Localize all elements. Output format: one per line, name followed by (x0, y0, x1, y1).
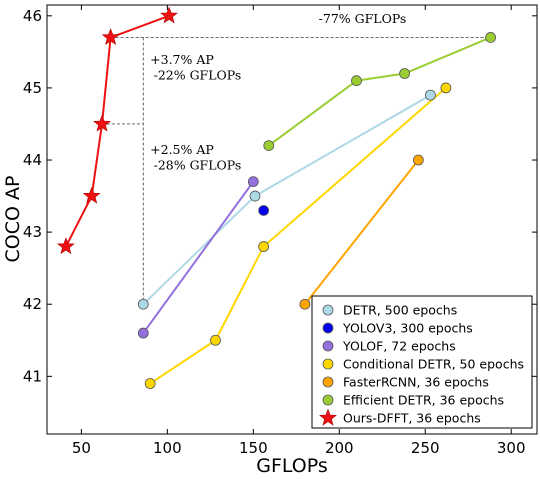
annotation-label: +3.7% AP (150, 52, 214, 67)
data-point (101, 28, 120, 46)
data-point (210, 334, 221, 346)
legend-label: DETR, 500 epochs (343, 303, 457, 318)
series-line (142, 181, 255, 334)
series-markers (57, 6, 496, 389)
data-point (137, 327, 149, 339)
legend-label: Conditional DETR, 50 epochs (343, 357, 524, 372)
legend-label: YOLOV3, 300 epochs (342, 321, 473, 336)
data-point (82, 186, 101, 204)
data-point (93, 114, 111, 132)
legend-box (311, 295, 533, 429)
legend-marker (322, 304, 334, 316)
legend-marker (322, 358, 334, 370)
data-point (57, 237, 75, 255)
x-tick-label: 250 (411, 439, 440, 457)
data-point (137, 298, 149, 310)
data-point (399, 68, 411, 79)
legend-label: Ours-DFFT, 36 epochs (343, 411, 481, 426)
data-point (412, 154, 424, 166)
data-point (299, 298, 311, 310)
series-line (149, 87, 447, 385)
legend-label: FasterRCNN, 36 epochs (343, 375, 489, 390)
data-point (425, 89, 436, 101)
y-tick-label: 45 (23, 79, 42, 97)
x-tick-label: 300 (497, 439, 526, 457)
data-point (263, 140, 275, 151)
annotation-label: -77% GFLOPs (319, 11, 407, 26)
annotation-label: -28% GFLOPs (154, 157, 242, 172)
y-tick-label: 44 (23, 151, 42, 169)
y-tick-label: 42 (23, 295, 42, 313)
y-tick-label: 41 (23, 367, 42, 385)
data-point (258, 241, 270, 252)
series-line (304, 159, 420, 305)
y-axis-title: COCO AP (2, 176, 24, 263)
x-tick-label: 200 (325, 439, 354, 457)
legend-label: YOLOF, 72 epochs (342, 339, 456, 354)
x-tick-label: 100 (153, 439, 182, 457)
data-point (351, 75, 362, 87)
x-tick-label: 50 (72, 439, 91, 457)
y-tick-label: 43 (23, 223, 42, 241)
x-axis-title: GFLOPs (256, 455, 328, 477)
legend-label: Efficient DETR, 36 epochs (343, 393, 504, 408)
annotation-label: +2.5% AP (150, 142, 214, 157)
data-point (247, 176, 259, 188)
annotation-label: -22% GFLOPs (154, 67, 242, 82)
series-line (268, 36, 491, 147)
legend-marker (322, 376, 334, 388)
data-point (160, 6, 178, 24)
data-point (144, 378, 156, 389)
reference-lines (102, 36, 491, 305)
annotations: -77% GFLOPs +3.7% AP-22% GFLOPs +2.5% AP-2… (150, 11, 406, 172)
legend-marker (319, 408, 337, 426)
x-tick-label: 150 (239, 439, 268, 457)
legend-marker (322, 322, 334, 334)
data-point (440, 82, 452, 94)
data-point (249, 190, 261, 202)
y-tick-label: 46 (23, 7, 42, 25)
legend-marker (322, 394, 334, 406)
data-point (485, 32, 496, 43)
axis-ticks: 50 100 150 200 250 300 41 42 43 44 45 46 (23, 5, 537, 457)
data-point (258, 205, 270, 216)
legend-marker (322, 340, 334, 352)
legend: DETR, 500 epochs YOLOV3, 300 epochs YOLOF,… (311, 295, 533, 429)
